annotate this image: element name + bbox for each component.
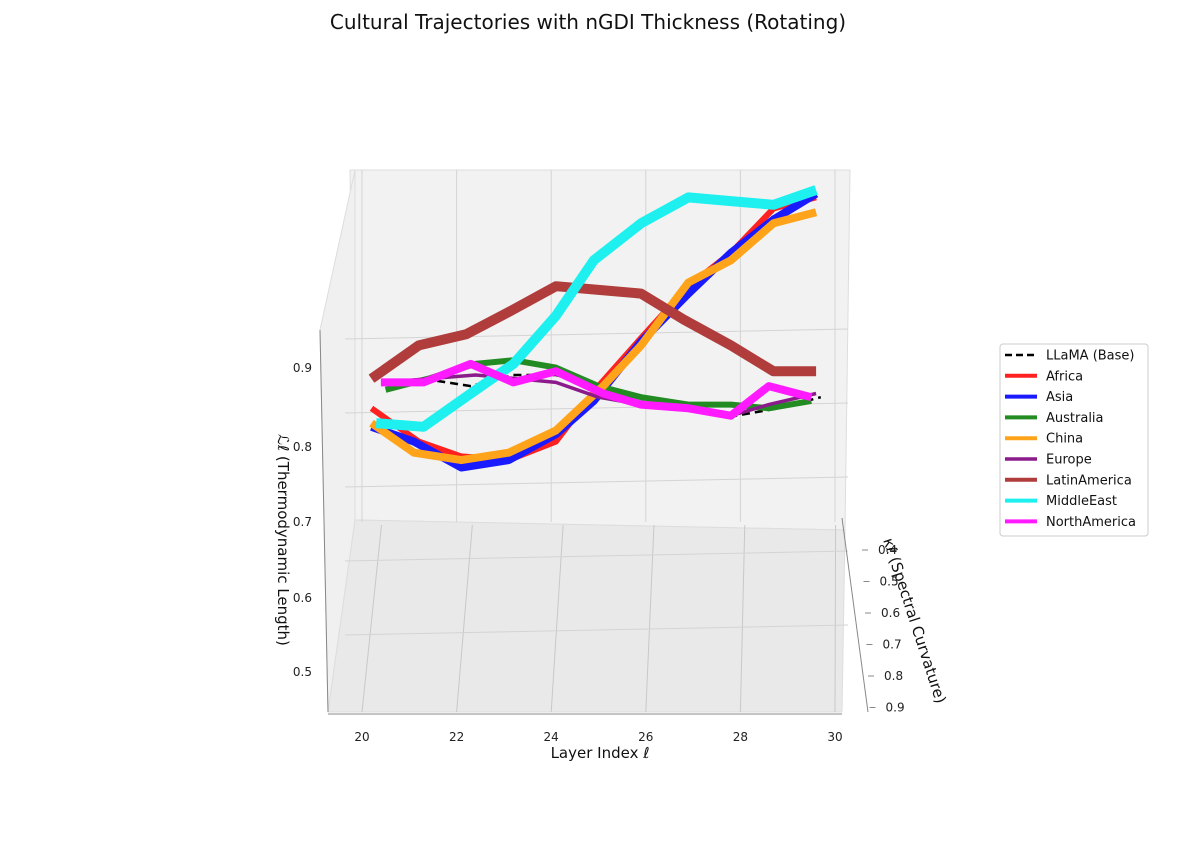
y-tick-label: 0.5 — [880, 575, 899, 589]
z-axis-line — [319, 329, 329, 713]
x-tick-label: 30 — [827, 730, 842, 744]
series-lines — [368, 185, 822, 472]
grid-floor-line — [645, 524, 655, 713]
grid-floor-line — [550, 524, 564, 713]
y-tick-label: 0.4 — [878, 543, 897, 557]
legend-entry-label: Asia — [1046, 390, 1073, 405]
grid-floor-line — [739, 524, 746, 713]
x-tick-label: 20 — [354, 730, 369, 744]
y-axis-line — [841, 517, 869, 713]
z-tick-label: 0.5 — [293, 665, 312, 679]
z-tick-label: 0.6 — [293, 591, 312, 605]
x-tick-label: 24 — [544, 730, 559, 744]
z-axis-label: ℒℓ (Thermodynamic Length) — [274, 434, 292, 646]
legend-entry-label: Australia — [1046, 411, 1104, 426]
series-line-northamerica — [380, 359, 813, 420]
series-line-europe — [385, 373, 817, 418]
z-tick-label: 0.7 — [293, 515, 312, 529]
z-tick-label: 0.9 — [293, 361, 312, 375]
y-tick-label: 0.6 — [881, 606, 900, 620]
floor-pane — [327, 519, 846, 713]
grid-floor-line — [456, 524, 473, 713]
z-tick-label: 0.8 — [293, 440, 312, 454]
series-line-llama-base- — [385, 373, 822, 417]
legend-entry-label: China — [1046, 432, 1083, 447]
grid-floor-line — [361, 524, 383, 713]
series-line-latinamerica — [368, 281, 817, 383]
x-tick-label: 22 — [449, 730, 464, 744]
legend[interactable]: LLaMA (Base) Africa Asia Australia China Euro… — [999, 343, 1149, 537]
y-tick-label: 0.9 — [886, 701, 905, 715]
y-tick-label: 0.7 — [883, 638, 902, 652]
legend-entry-label: Africa — [1046, 369, 1083, 384]
y-ticks: 0.4 0.5 0.6 0.7 0.8 0.9 — [862, 543, 905, 715]
y-tick-label: 0.8 — [884, 669, 903, 683]
legend-entry-label: NorthAmerica — [1046, 515, 1136, 530]
z-ticks: 0.5 0.6 0.7 0.8 0.9 — [293, 361, 312, 679]
grid-back-hline — [344, 550, 849, 562]
series-line-china — [369, 208, 818, 465]
legend-entry-label: Europe — [1046, 453, 1092, 468]
legend-entry-label: LatinAmerica — [1046, 473, 1132, 488]
x-tick-label: 26 — [638, 730, 653, 744]
grid-back-hline — [344, 328, 849, 340]
grid-floor-line — [834, 524, 837, 713]
legend-frame — [999, 343, 1149, 537]
legend-entry-label: MiddleEast — [1046, 494, 1117, 509]
legend-entry-label: LLaMA (Base) — [1046, 349, 1135, 364]
x-axis-label: Layer Index ℓ — [551, 744, 650, 762]
grid-back-hline — [344, 476, 849, 488]
x-tick-label: 28 — [733, 730, 748, 744]
grid-back-hline — [344, 624, 849, 636]
chart-title: Cultural Trajectories with nGDI Thicknes… — [330, 10, 846, 34]
x-ticks: 20 22 24 26 28 30 — [354, 730, 842, 744]
series-line-middleeast — [375, 185, 818, 432]
